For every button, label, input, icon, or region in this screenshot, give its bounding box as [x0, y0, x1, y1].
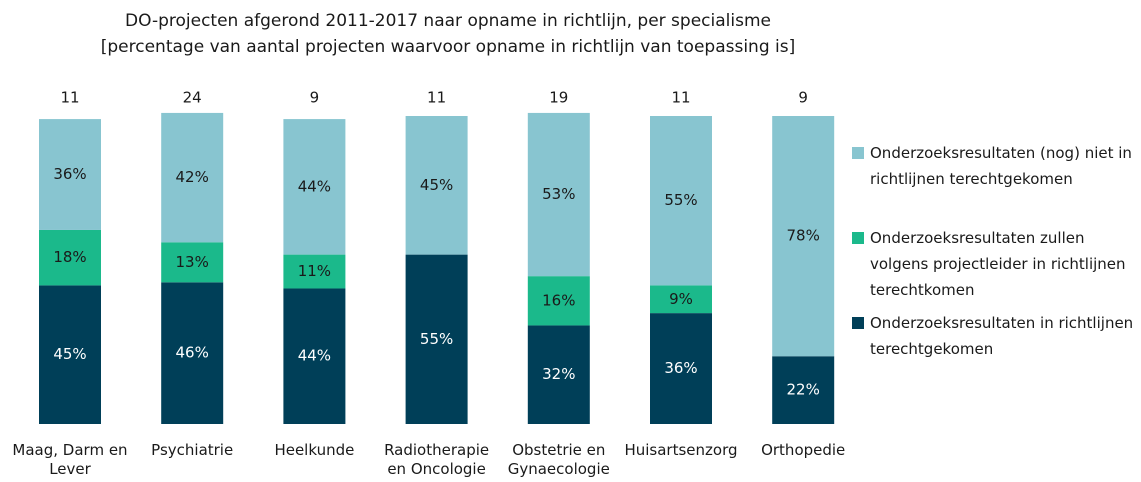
- bar-segment: [405, 254, 468, 424]
- value-label: 16%: [542, 291, 575, 309]
- x-tick-label: Radiotherapie en Oncologie: [384, 441, 490, 478]
- bar-segment: [772, 116, 835, 357]
- bar-segment: [283, 288, 346, 424]
- value-label: 9%: [669, 290, 693, 308]
- bar-segment: [39, 119, 101, 230]
- x-tick-label: Huisartsenzorg: [624, 441, 738, 459]
- value-label: 18%: [53, 248, 86, 266]
- x-tick-label: Heelkunde: [274, 441, 355, 459]
- x-tick-label: Psychiatrie: [151, 441, 234, 459]
- bar-segment: [650, 285, 712, 314]
- value-label: 55%: [664, 191, 697, 209]
- bar-segment: [39, 285, 101, 424]
- chart-subtitle: [percentage van aantal projecten waarvoo…: [100, 37, 796, 57]
- bar-segment: [283, 119, 346, 255]
- chart-title: DO-projecten afgerond 2011-2017 naar opn…: [125, 11, 771, 31]
- total-label: 11: [671, 89, 690, 107]
- bar-segment: [772, 356, 835, 424]
- value-label: 44%: [298, 347, 331, 365]
- total-label: 19: [549, 89, 568, 107]
- legend-label: Onderzoeksresultaten zullen volgens proj…: [870, 229, 1126, 299]
- bar-segment: [161, 112, 224, 243]
- legend-swatch: [852, 232, 864, 244]
- value-label: 32%: [542, 365, 575, 383]
- value-label: 13%: [176, 253, 209, 271]
- bar-segment: [161, 282, 224, 424]
- value-label: 45%: [53, 345, 86, 363]
- total-label: 9: [798, 89, 808, 107]
- bar-segment: [283, 254, 346, 289]
- bar-segment: [405, 116, 468, 255]
- bar-segment: [650, 116, 712, 286]
- legend-swatch: [852, 317, 864, 329]
- legend-label: Onderzoeksresultaten (nog) niet in richt…: [870, 144, 1132, 188]
- value-label: 45%: [420, 176, 453, 194]
- bar-segment: [161, 242, 224, 283]
- total-label: 9: [310, 89, 320, 107]
- value-label: 55%: [420, 330, 453, 348]
- x-tick-label: Obstetrie en Gynaecologie: [507, 441, 610, 478]
- bar-segment: [527, 325, 590, 424]
- bar-segment: [39, 229, 101, 286]
- total-label: 11: [60, 89, 79, 107]
- bar-segment: [650, 313, 712, 424]
- value-label: 36%: [664, 359, 697, 377]
- value-label: 22%: [787, 381, 820, 399]
- value-label: 44%: [298, 177, 331, 195]
- x-tick-label: Orthopedie: [761, 441, 846, 459]
- legend-label: Onderzoeksresultaten in richtlijnen tere…: [870, 314, 1134, 358]
- value-label: 36%: [53, 165, 86, 183]
- x-tick-label: Maag, Darm en Lever: [12, 441, 128, 478]
- bar-segment: [527, 276, 590, 326]
- value-label: 42%: [176, 168, 209, 186]
- value-label: 11%: [298, 262, 331, 280]
- value-label: 78%: [787, 227, 820, 245]
- legend-swatch: [852, 147, 864, 159]
- total-label: 24: [183, 89, 202, 107]
- bar-segment: [527, 112, 590, 277]
- value-label: 53%: [542, 185, 575, 203]
- total-label: 11: [427, 89, 446, 107]
- value-label: 46%: [176, 344, 209, 362]
